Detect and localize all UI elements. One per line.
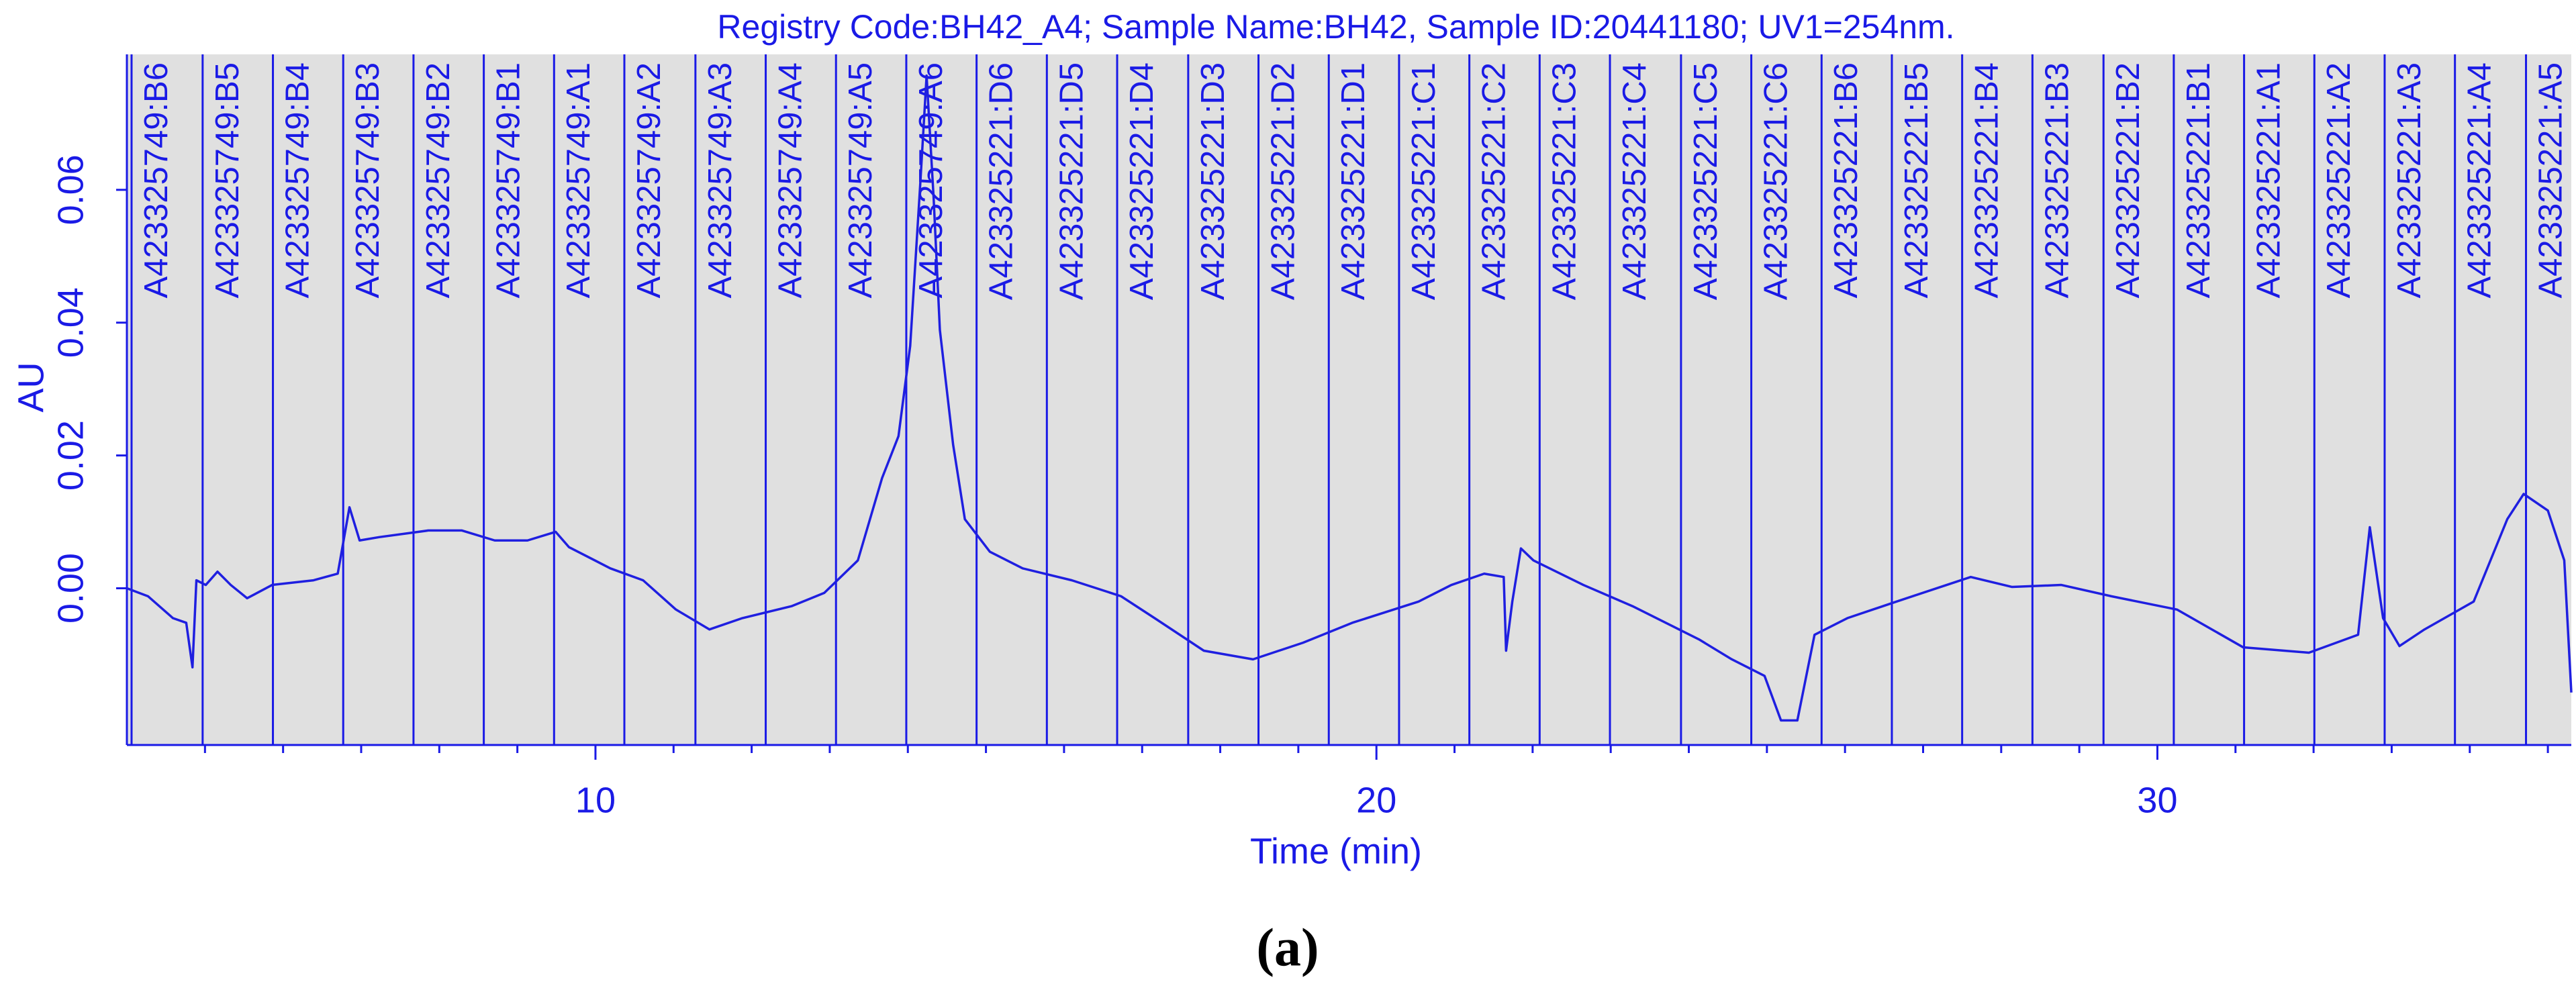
- fraction-label: A423325221:A3: [2391, 62, 2428, 299]
- fraction-label: A423325221:C6: [1758, 62, 1795, 300]
- fraction-label: A423325221:B4: [1969, 62, 2005, 299]
- fraction-label: A423325749:A4: [772, 62, 808, 299]
- fraction-label: A423325221:B6: [1828, 62, 1864, 299]
- fraction-label: A423325749:B2: [420, 62, 457, 299]
- plot-background: [127, 54, 2571, 745]
- fraction-label: A423325221:C4: [1617, 62, 1653, 300]
- fraction-label: A423325221:C2: [1476, 62, 1513, 300]
- fraction-label: A423325749:A5: [843, 62, 879, 299]
- fraction-label: A423325749:B6: [138, 62, 175, 299]
- fraction-label: A423325221:C5: [1688, 62, 1724, 300]
- fraction-label: A423325221:D4: [1124, 62, 1160, 300]
- fraction-label: A423325749:B1: [491, 62, 527, 299]
- fraction-label: A423325221:D6: [984, 62, 1020, 300]
- y-tick-label: 0.06: [50, 154, 91, 225]
- fraction-label: A423325221:B2: [2110, 62, 2146, 299]
- y-tick-label: 0.02: [50, 420, 91, 491]
- fraction-label: A423325221:A2: [2321, 62, 2357, 299]
- fraction-label: A423325221:B1: [2181, 62, 2217, 299]
- fraction-label: A423325221:B5: [1899, 62, 1935, 299]
- x-axis-label: Time (min): [1250, 831, 1422, 871]
- fraction-label: A423325749:A3: [702, 62, 738, 299]
- fraction-label: A423325221:C1: [1406, 62, 1442, 300]
- fraction-label: A423325221:D2: [1265, 62, 1301, 300]
- fraction-label: A423325221:A1: [2251, 62, 2287, 299]
- fraction-label: A423325221:A5: [2532, 62, 2569, 299]
- y-tick-label: 0.00: [50, 553, 91, 624]
- fraction-label: A423325221:A4: [2462, 62, 2498, 299]
- fraction-label: A423325749:B3: [350, 62, 386, 299]
- fraction-label: A423325749:A2: [631, 62, 667, 299]
- fraction-label: A423325221:D3: [1195, 62, 1231, 300]
- x-tick-label: 20: [1356, 780, 1396, 820]
- caption: (a): [1256, 918, 1319, 977]
- fraction-label: A423325221:B3: [2039, 62, 2075, 299]
- fraction-label: A423325221:D5: [1053, 62, 1090, 300]
- y-tick-label: 0.04: [50, 287, 91, 358]
- chart-title: Registry Code:BH42_A4; Sample Name:BH42,…: [717, 8, 1954, 46]
- fraction-label: A423325749:B4: [279, 62, 316, 299]
- y-axis-label: AU: [11, 362, 51, 412]
- x-tick-label: 10: [575, 780, 616, 820]
- fraction-label: A423325221:D1: [1335, 62, 1372, 300]
- fraction-label: A423325749:B5: [209, 62, 246, 299]
- fraction-label: A423325749:A6: [913, 62, 949, 299]
- fraction-label: A423325749:A1: [561, 62, 597, 299]
- trace-line: [126, 74, 2573, 722]
- x-tick-label: 30: [2137, 780, 2177, 820]
- fraction-label: A423325221:C3: [1546, 62, 1582, 300]
